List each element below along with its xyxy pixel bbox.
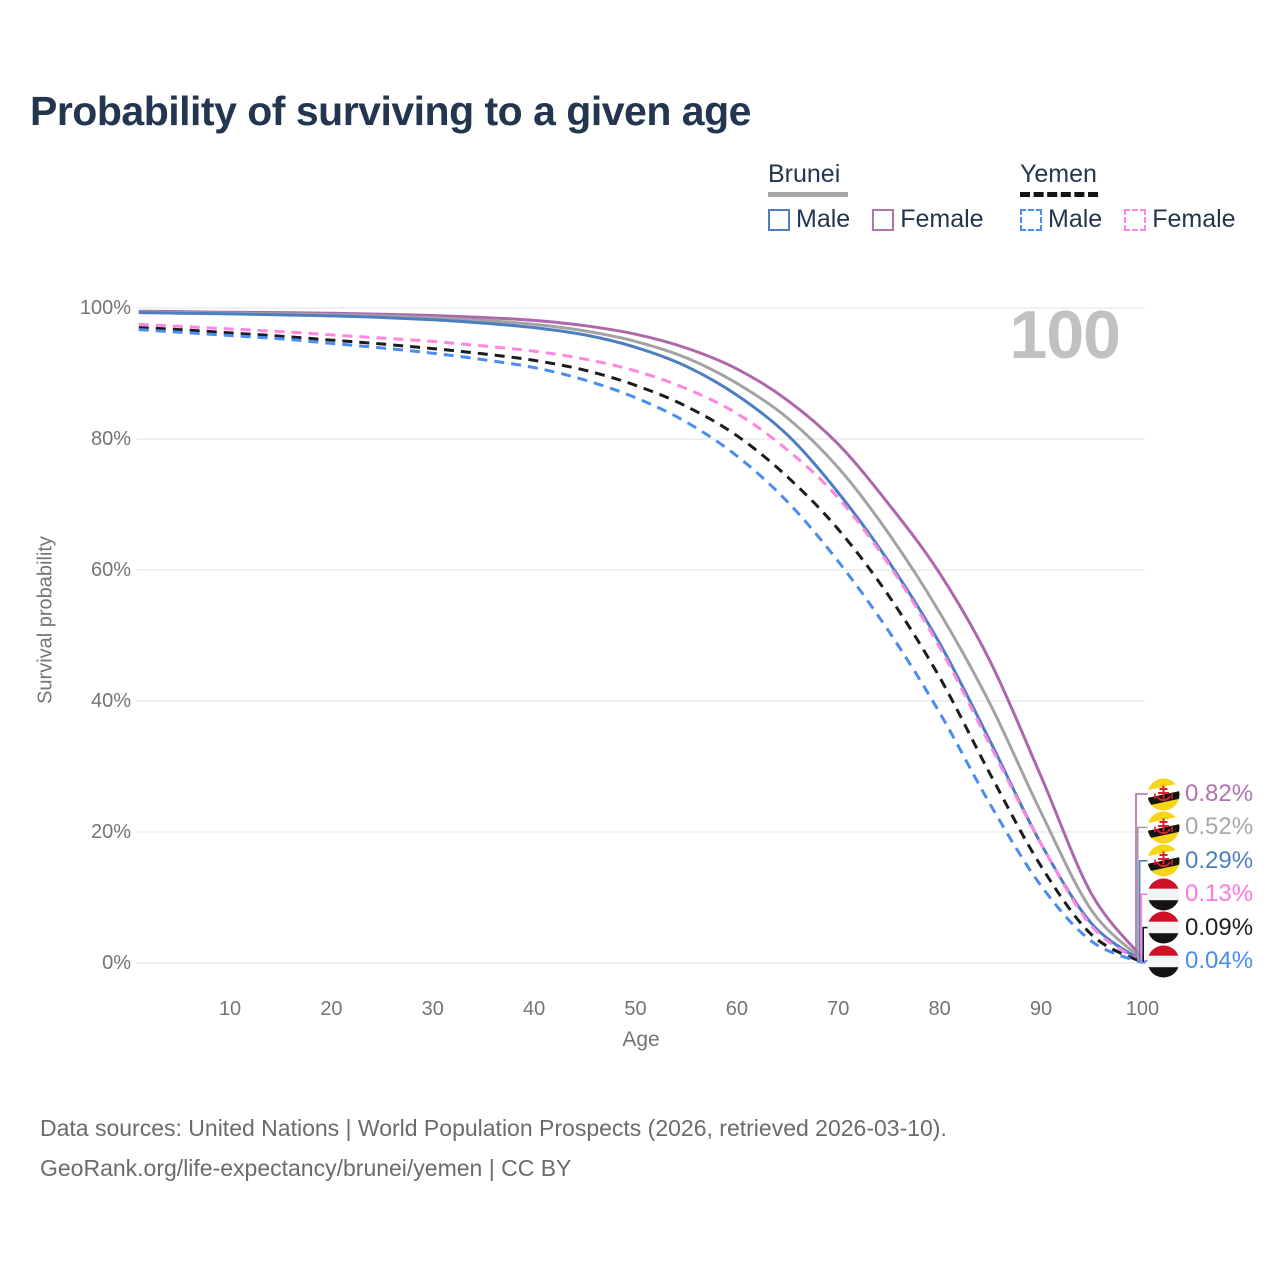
curve-yemen-female[interactable] <box>138 322 1144 964</box>
x-tick-label: 70 <box>827 998 850 1020</box>
page-title: Probability of surviving to a given age <box>30 88 751 134</box>
y-tick-label: 40% <box>90 690 131 712</box>
y-tick-label: 100% <box>79 297 131 319</box>
brunei-flag-icon <box>1147 811 1180 844</box>
end-label-value: 0.04% <box>1185 947 1254 974</box>
legend-group-brunei-label[interactable]: Brunei <box>768 160 841 188</box>
end-label-row: 0.52% <box>1147 810 1253 844</box>
x-axis-title: Age <box>622 1028 660 1051</box>
footer-line-1: Data sources: United Nations | World Pop… <box>40 1115 947 1141</box>
footer: Data sources: United Nations | World Pop… <box>40 1108 947 1188</box>
curve-brunei[interactable] <box>138 310 1144 961</box>
end-label-value: 0.52% <box>1185 813 1254 841</box>
x-tick-label: 90 <box>1029 998 1053 1020</box>
x-tick-label: 40 <box>523 998 546 1020</box>
footer-line-2[interactable]: GeoRank.org/life-expectancy/brunei/yemen… <box>40 1155 572 1181</box>
end-label-row: 0.04% <box>1147 944 1253 978</box>
end-label-row: 0.82% <box>1147 777 1253 811</box>
end-label-row: 0.09% <box>1147 911 1253 945</box>
x-tick-label: 60 <box>725 998 749 1020</box>
x-tick-label: 80 <box>928 998 951 1020</box>
end-label-row: 0.13% <box>1147 877 1253 911</box>
legend-brunei-line-swatch <box>768 192 848 197</box>
legend-swatch-brunei-female[interactable] <box>872 208 895 231</box>
legend-group-yemen: Yemen Male Female <box>1020 160 1236 234</box>
brunei-flag-icon <box>1147 844 1180 877</box>
y-tick-label: 0% <box>102 952 131 974</box>
legend-swatch-yemen-male[interactable] <box>1020 208 1042 231</box>
legend-swatch-brunei-male[interactable] <box>768 208 790 231</box>
end-label-row: 0.29% <box>1147 844 1253 878</box>
legend-label-yemen-male[interactable]: Male <box>1048 205 1103 233</box>
brunei-flag-icon <box>1147 778 1180 810</box>
legend-group-yemen-label[interactable]: Yemen <box>1020 160 1097 188</box>
curve-yemen-male[interactable] <box>138 328 1143 965</box>
curve-yemen[interactable] <box>138 326 1144 964</box>
legend-swatch-yemen-female[interactable] <box>1124 208 1147 231</box>
legend-yemen-line-swatch <box>1020 192 1098 197</box>
legend-group-brunei: Brunei Male Female <box>768 160 984 234</box>
end-label-value: 0.82% <box>1185 780 1254 807</box>
legend-label-brunei-female[interactable]: Female <box>900 205 984 233</box>
x-tick-label: 20 <box>320 998 343 1020</box>
x-tick-label: 50 <box>624 998 647 1020</box>
curve-brunei-female[interactable] <box>138 309 1144 959</box>
yemen-flag-icon <box>1147 911 1180 944</box>
legend-label-yemen-female[interactable]: Female <box>1152 205 1236 233</box>
legend-label-brunei-male[interactable]: Male <box>796 205 851 233</box>
y-tick-label: 80% <box>90 428 131 450</box>
y-tick-label: 20% <box>90 821 131 843</box>
y-tick-label: 60% <box>90 559 131 581</box>
end-label-value: 0.29% <box>1185 846 1254 874</box>
yemen-flag-icon <box>1147 945 1180 977</box>
label-connector <box>1140 893 1150 963</box>
end-label-value: 0.09% <box>1185 913 1254 941</box>
x-tick-label: 100 <box>1125 998 1160 1020</box>
x-tick-label: 30 <box>421 998 444 1020</box>
age-counter: 100 <box>1009 297 1121 373</box>
yemen-flag-icon <box>1147 878 1180 911</box>
end-label-value: 0.13% <box>1185 880 1254 908</box>
x-tick-label: 10 <box>218 998 242 1020</box>
curve-brunei-male[interactable] <box>138 311 1144 963</box>
